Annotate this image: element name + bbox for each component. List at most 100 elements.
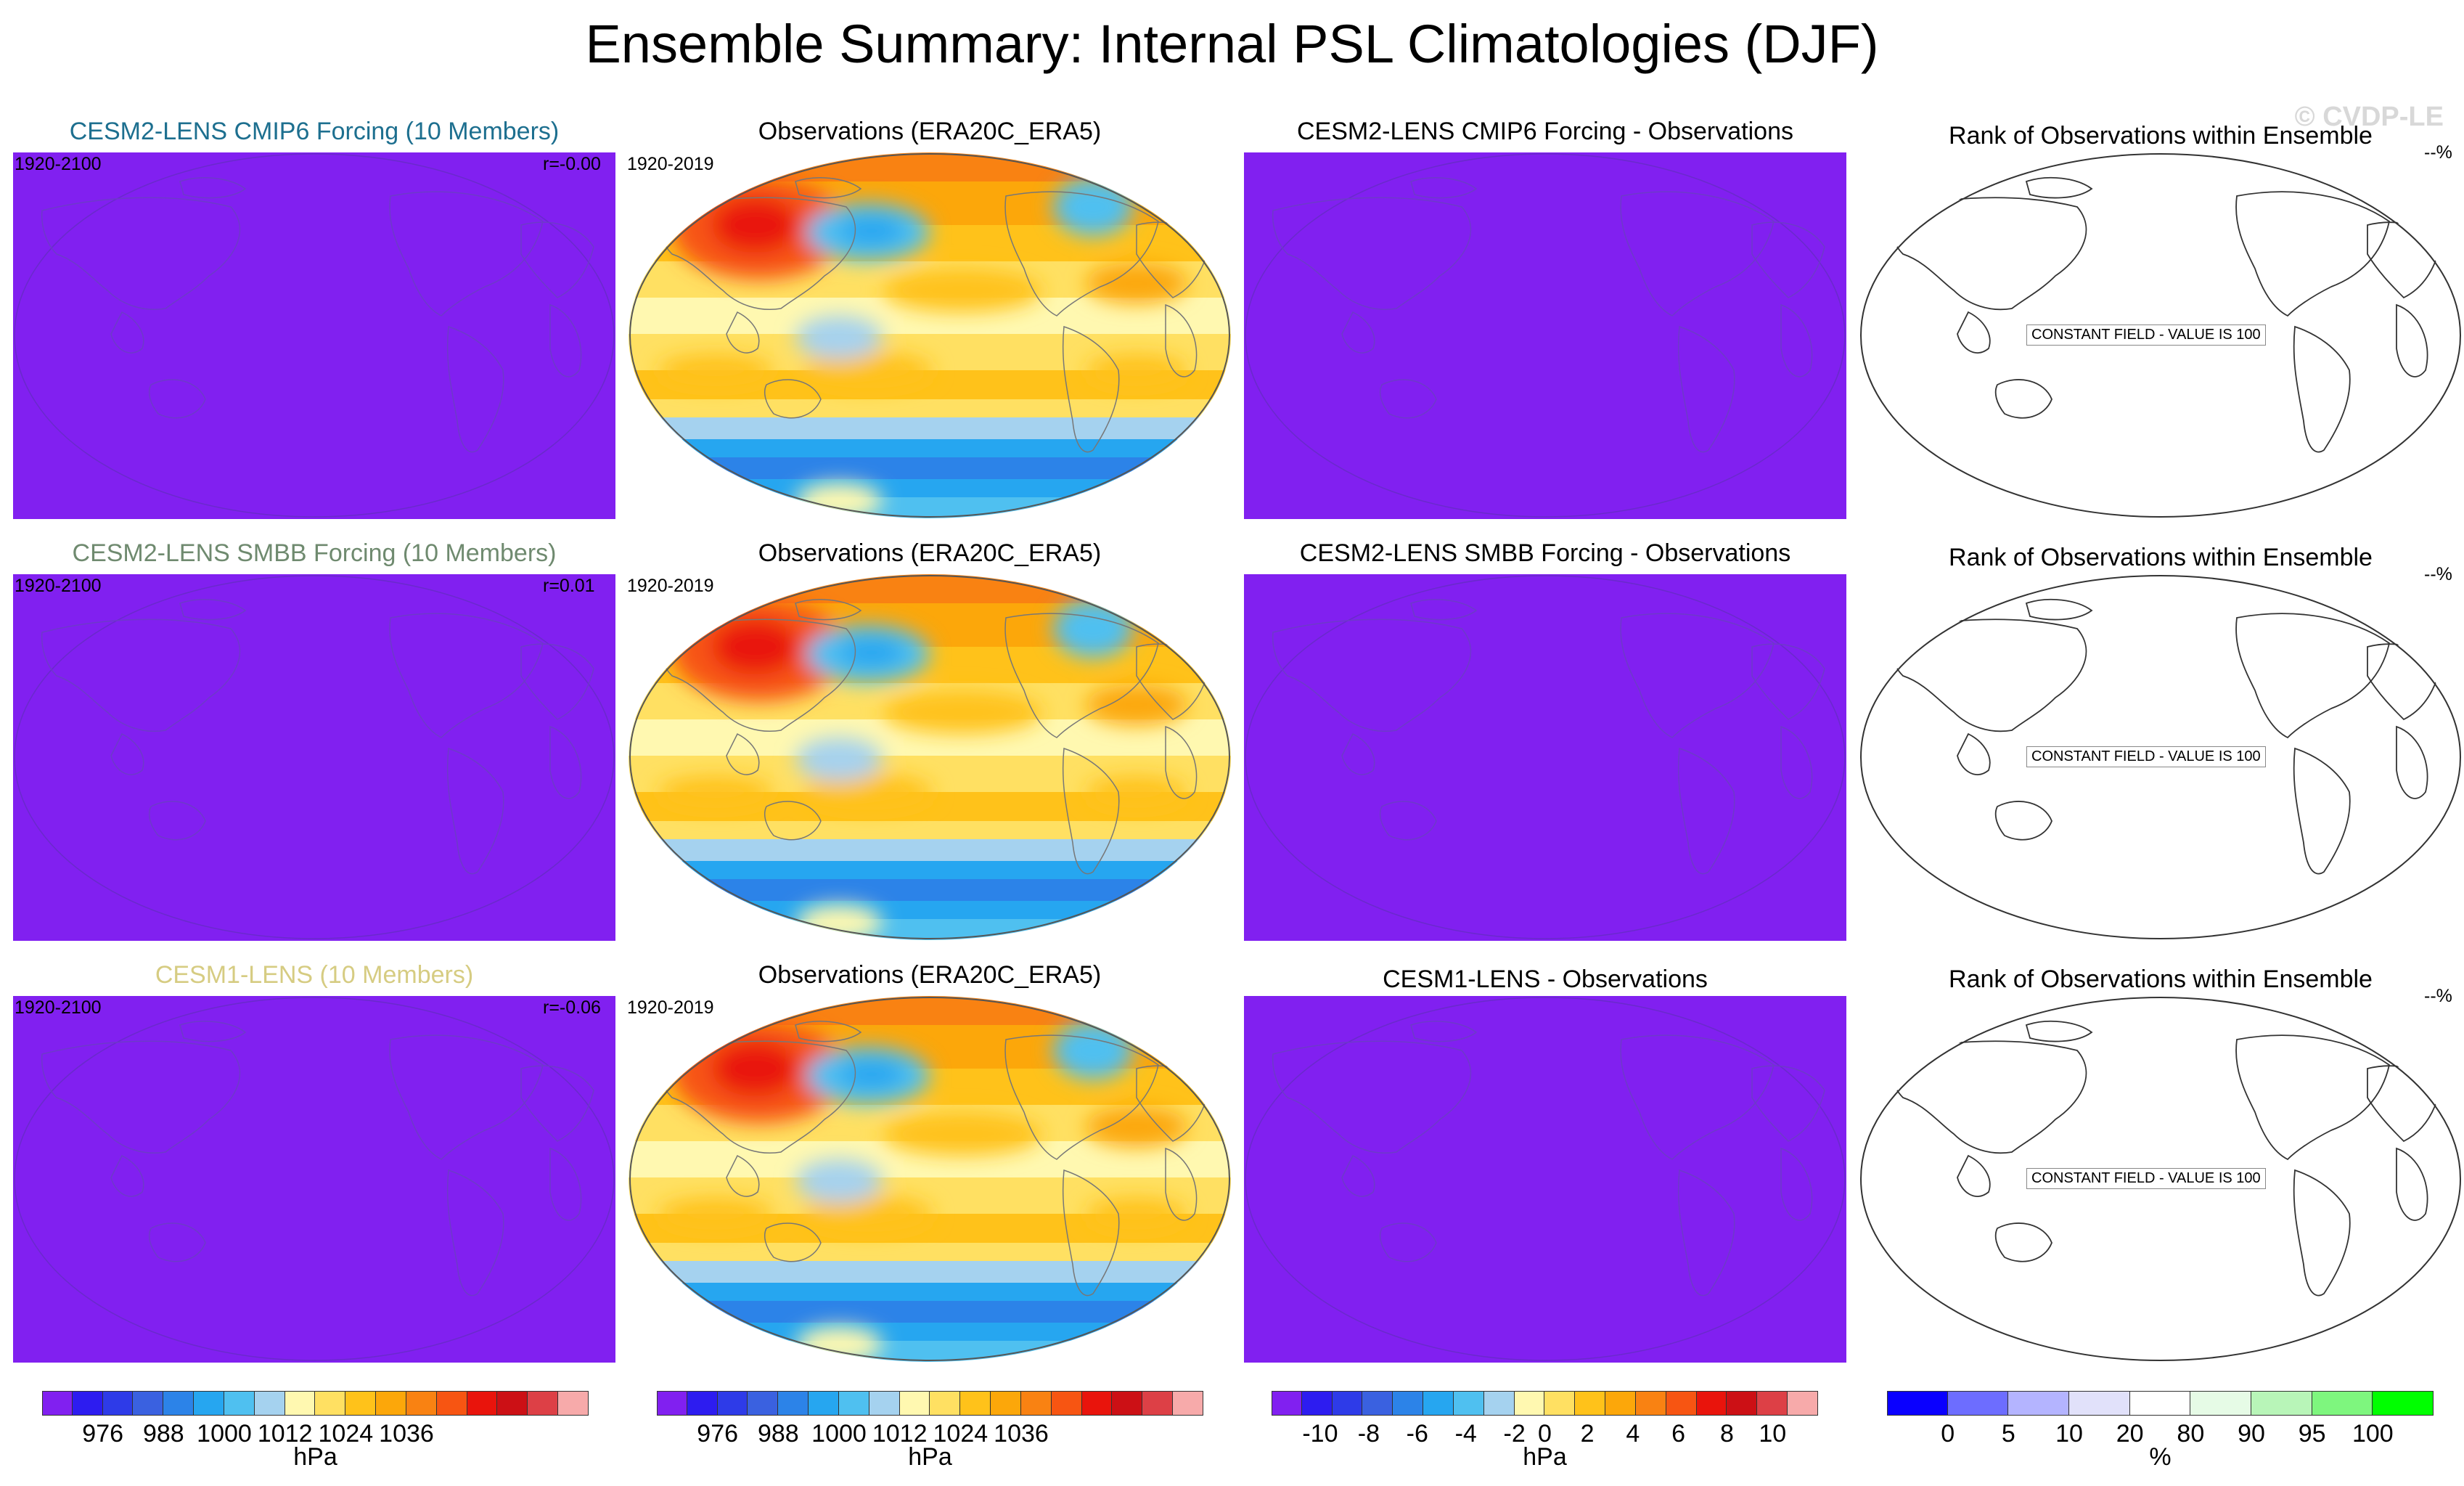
diff-map	[1244, 996, 1846, 1366]
years-label: 1920-2100	[15, 576, 102, 596]
maritime-low	[795, 738, 883, 781]
colorbar-tick-label: 2	[1580, 1420, 1595, 1448]
coastline	[520, 221, 594, 298]
colorbar-tick-label: 1024	[933, 1420, 989, 1448]
flat-field	[13, 996, 615, 1363]
flat-field	[1244, 996, 1846, 1363]
pacific-high	[883, 269, 1042, 312]
colorbar-swatch	[1544, 1391, 1576, 1416]
psl-band	[629, 574, 1231, 603]
coastline	[1341, 732, 1375, 775]
colorbar	[42, 1391, 589, 1416]
projection-outline	[14, 575, 615, 939]
coastline	[1994, 1222, 2052, 1262]
colorbar-swatch	[2312, 1391, 2373, 1416]
colorbar-swatch	[1272, 1391, 1302, 1416]
indian-high	[658, 1198, 774, 1230]
colorbar-swatch	[254, 1391, 285, 1416]
colorbar-tick-label: 1012	[872, 1420, 928, 1448]
colorbar-tick-label: 1012	[257, 1420, 313, 1448]
aleutian-low-core	[839, 638, 904, 667]
model-panel-title: CESM2-LENS SMBB Forcing (10 Members)	[72, 539, 557, 567]
colorbar-tick-label: 1036	[994, 1420, 1049, 1448]
constant-field-note: CONSTANT FIELD - VALUE IS 100	[2026, 746, 2266, 767]
coastline	[1957, 1154, 1991, 1197]
azores-high	[1086, 685, 1187, 725]
colorbar-tick-label: 4	[1626, 1420, 1640, 1448]
coastline	[1751, 221, 1825, 298]
colorbar-tick-label: -4	[1454, 1420, 1477, 1448]
coastline	[149, 801, 206, 841]
projection-outline	[1245, 575, 1846, 939]
colorbar-swatch	[1051, 1391, 1082, 1416]
coastline	[1677, 747, 1735, 875]
coastline	[2235, 613, 2391, 739]
coastline	[1062, 325, 1120, 453]
coastline	[41, 619, 240, 732]
coastline	[1410, 599, 1478, 621]
colorbar-tick-label: 20	[2116, 1420, 2144, 1448]
coastline	[1780, 725, 1813, 799]
colorbar-swatch	[1947, 1391, 2009, 1416]
atlantic-high	[1086, 354, 1187, 386]
flat-field	[13, 152, 615, 519]
model-panel-title: CESM2-LENS CMIP6 Forcing (10 Members)	[69, 118, 560, 145]
colorbar-swatch	[102, 1391, 134, 1416]
maritime-low	[795, 316, 883, 359]
colorbar-swatch	[657, 1391, 687, 1416]
rank-percent: --%	[2424, 564, 2452, 584]
colorbar-tick-label: 6	[1671, 1420, 1686, 1448]
obs-map-svg	[629, 152, 1231, 518]
psl-band	[629, 497, 1231, 518]
coastline	[389, 191, 544, 317]
colorbar-swatch	[778, 1391, 809, 1416]
projection-outline	[14, 997, 615, 1361]
coastline	[41, 1040, 240, 1154]
years-label: 1920-2019	[627, 997, 714, 1018]
maritime-low	[795, 1159, 883, 1203]
obs-map	[629, 996, 1231, 1366]
model-map	[13, 996, 615, 1366]
obs-panel-title: Observations (ERA20C_ERA5)	[758, 539, 1102, 567]
colorbar-swatch	[869, 1391, 900, 1416]
colorbar-tick-label: -2	[1503, 1420, 1526, 1448]
colorbar-swatch	[1605, 1391, 1636, 1416]
projection-outline	[629, 153, 1230, 518]
south-pacific-high	[803, 774, 933, 810]
projection-outline	[629, 575, 1230, 939]
coastline	[520, 1065, 594, 1142]
coastline	[1004, 613, 1159, 738]
coastline	[179, 177, 247, 199]
colorbar-tick-label: 1024	[318, 1420, 374, 1448]
atlantic-high	[1086, 776, 1187, 808]
colorbar-tick-label: 10	[2055, 1420, 2083, 1448]
psl-band	[629, 821, 1231, 839]
colorbar-swatch	[497, 1391, 528, 1416]
coastline	[764, 379, 822, 419]
figure-title: Ensemble Summary: Internal PSL Climatolo…	[585, 14, 1879, 74]
colorbar-unit: %	[2149, 1443, 2172, 1471]
diff-map-svg	[1244, 996, 1846, 1363]
coastline	[149, 379, 206, 419]
colorbar-swatch	[1362, 1391, 1393, 1416]
psl-band	[629, 879, 1231, 901]
colorbar-swatch	[467, 1391, 498, 1416]
colorbar-swatch	[1081, 1391, 1113, 1416]
coastline	[764, 801, 822, 841]
coastline	[1062, 747, 1120, 875]
years-label: 1920-2019	[627, 576, 714, 596]
colorbar-tick-label: -6	[1406, 1420, 1428, 1448]
colorbar-swatch	[1020, 1391, 1052, 1416]
diff-map-svg	[1244, 574, 1846, 941]
pacific-high	[883, 690, 1042, 734]
colorbar-tick-label: 80	[2177, 1420, 2205, 1448]
coastline	[1341, 311, 1375, 354]
colorbar-unit: hPa	[908, 1443, 952, 1471]
coastline	[1887, 619, 2087, 732]
colorbar-swatch	[42, 1391, 73, 1416]
pattern-correlation: r=-0.06	[543, 997, 601, 1018]
colorbar-tick-label: 5	[2001, 1420, 2015, 1448]
coastline	[1994, 379, 2052, 419]
coastline	[1620, 1034, 1775, 1160]
psl-band	[629, 839, 1231, 861]
